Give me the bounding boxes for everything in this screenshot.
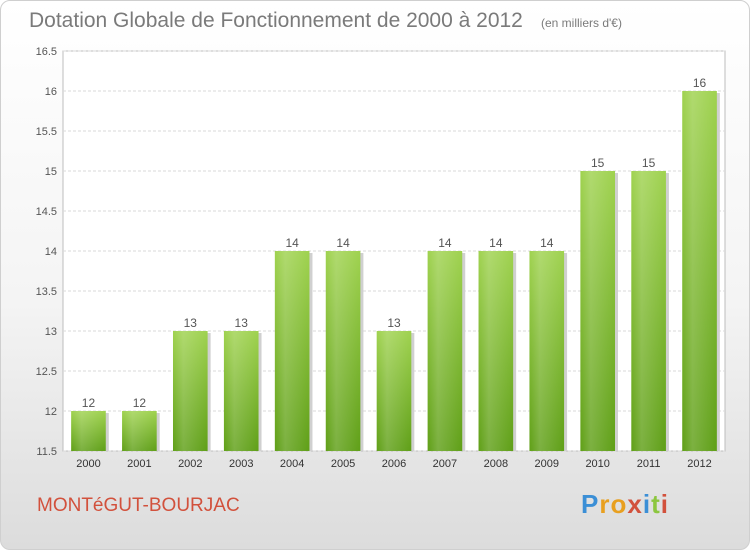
chart-title: Dotation Globale de Fonctionnement de 20…: [29, 9, 523, 32]
x-tick-label: 2003: [229, 458, 253, 470]
bar-value-label: 15: [642, 156, 656, 170]
y-tick-label: 13.5: [36, 286, 57, 298]
bar-highlight: [682, 91, 717, 451]
bars: 12 12 13 13 14 14 13 14 14 14 15 15 16: [71, 76, 720, 451]
bar-value-label: 13: [387, 316, 401, 330]
logo-letter: i: [642, 489, 652, 519]
bar-highlight: [325, 251, 361, 451]
bar-value-label: 14: [489, 236, 503, 250]
y-tick-label: 14: [45, 246, 57, 258]
bar-highlight: [274, 251, 310, 451]
x-tick-label: 2000: [76, 458, 100, 470]
bar-highlight: [529, 251, 565, 451]
bar-value-label: 13: [184, 316, 198, 330]
logo-letter: P: [581, 489, 600, 519]
bar-value-label: 12: [133, 396, 147, 410]
bar-value-label: 16: [693, 76, 707, 90]
bar-highlight: [223, 331, 259, 451]
bar-highlight: [172, 331, 208, 451]
bar-value-label: 12: [82, 396, 96, 410]
proxiti-logo: Proxiti: [581, 489, 669, 520]
y-tick-label: 12.5: [36, 366, 57, 378]
logo-letter: o: [610, 489, 628, 519]
x-tick-label: 2004: [280, 458, 304, 470]
x-tick-label: 2007: [433, 458, 457, 470]
y-tick-label: 16.5: [36, 46, 57, 58]
bar-highlight: [580, 171, 616, 451]
logo-letter: x: [627, 489, 643, 519]
y-axis: 11.5 12 12.5 13 13.5 14 14.5 15 15.5 16 16.5: [36, 46, 57, 458]
y-tick-label: 13: [45, 326, 57, 338]
bar-highlight: [376, 331, 412, 451]
x-tick-label: 2009: [535, 458, 559, 470]
y-tick-label: 12: [45, 406, 57, 418]
bar-highlight: [427, 251, 463, 451]
x-tick-label: 2002: [178, 458, 202, 470]
y-tick-label: 16: [45, 86, 57, 98]
bar-highlight: [122, 411, 157, 451]
commune-name: MONTéGUT-BOURJAC: [37, 495, 240, 516]
y-tick-label: 14.5: [36, 206, 57, 218]
chart-subtitle: (en milliers d'€): [541, 16, 622, 30]
y-tick-label: 15: [45, 166, 57, 178]
x-tick-label: 2006: [382, 458, 406, 470]
x-tick-label: 2001: [127, 458, 151, 470]
y-tick-label: 11.5: [36, 446, 57, 458]
y-tick-label: 15.5: [36, 126, 57, 138]
x-tick-label: 2012: [687, 458, 711, 470]
x-axis: 2000 2001 2002 2003 2004 2005 2006 2007 2008 2009…: [76, 458, 712, 470]
bar-highlight: [478, 251, 514, 451]
bar-value-label: 14: [336, 236, 350, 250]
logo-letter: i: [660, 489, 669, 519]
x-tick-label: 2010: [585, 458, 609, 470]
bar-value-label: 14: [540, 236, 554, 250]
logo-letter: r: [599, 489, 611, 519]
bar-value-label: 14: [285, 236, 299, 250]
x-tick-label: 2008: [484, 458, 508, 470]
logo-letter: t: [651, 489, 661, 519]
x-tick-label: 2011: [637, 458, 661, 470]
bar-highlight: [71, 411, 106, 451]
bar-value-label: 15: [591, 156, 605, 170]
x-tick-label: 2005: [331, 458, 355, 470]
bar-highlight: [631, 171, 666, 451]
bar-value-label: 13: [235, 316, 249, 330]
bar-value-label: 14: [438, 236, 452, 250]
